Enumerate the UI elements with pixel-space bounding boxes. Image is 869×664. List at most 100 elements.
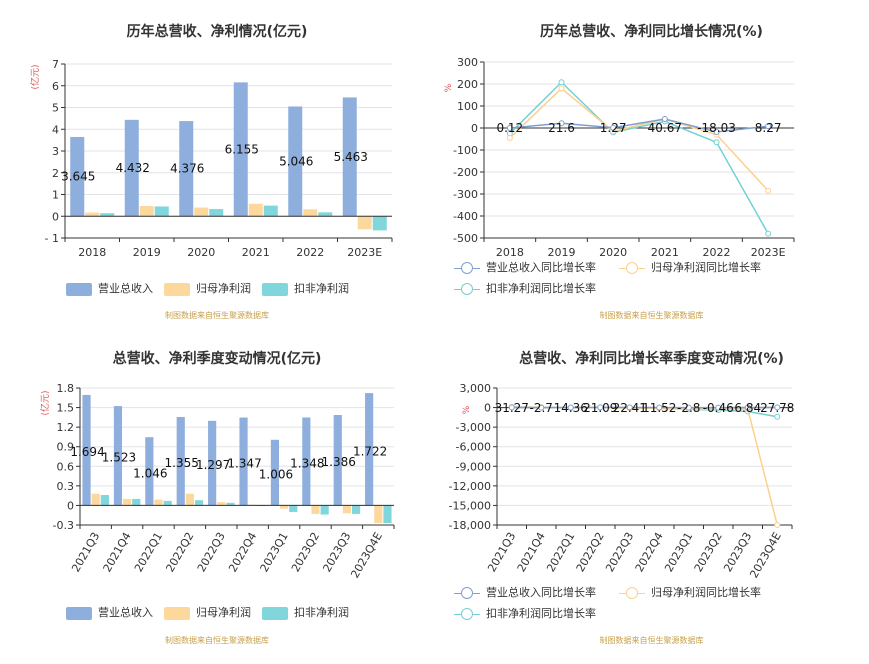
data-label: 11.52 <box>642 401 676 415</box>
x-tick-label: 2023E <box>347 246 382 259</box>
data-label: 1.386 <box>322 455 356 469</box>
bar <box>383 505 392 524</box>
x-tick-label: 2022Q3 <box>195 530 228 574</box>
legend-item-deducted-growth[interactable]: 扣非净利润同比增长率 <box>454 280 596 296</box>
data-point <box>774 522 781 528</box>
legend-item-net-growth[interactable]: 归母净利润同比增长率 <box>619 584 761 600</box>
chart-panel-quarterly-growth: 总营收、净利同比增长率季度变动情况(%) -18,000 -15,000 -12,0… <box>434 332 869 664</box>
x-tick-label: 2023Q2 <box>692 530 725 574</box>
data-label: 1.722 <box>353 444 387 458</box>
y-tick-label: 7 <box>52 58 59 71</box>
data-label: 0.12 <box>496 121 523 135</box>
bar <box>132 498 141 506</box>
data-point <box>715 404 722 411</box>
legend-label: 扣非净利润 <box>294 606 349 619</box>
y-tick-label: -3,000 <box>456 421 491 434</box>
series-line <box>509 87 769 192</box>
legend-label: 归母净利润同比增长率 <box>651 586 761 599</box>
legend-item-revenue-growth[interactable]: 营业总收入同比增长率 <box>454 584 596 600</box>
y-tick-label: 0.6 <box>57 460 75 473</box>
data-point <box>765 187 772 194</box>
data-label: 27.78 <box>760 401 794 415</box>
data-point <box>506 134 513 141</box>
legend-item-revenue[interactable]: 营业总收入 <box>66 604 153 620</box>
y-tick-label: -9,000 <box>456 460 491 473</box>
bar <box>302 417 311 506</box>
data-point <box>744 404 751 411</box>
legend-item-net-growth[interactable]: 归母净利润同比增长率 <box>619 259 761 275</box>
bar <box>85 212 100 217</box>
chart-panel-quarterly-revenue: 总营收、净利季度变动情况(亿元) -0.3 0 0.3 0.6 0.9 1.2 1.5 1.8… <box>0 332 434 664</box>
data-label: 22.41 <box>613 401 647 415</box>
x-tick-label: 2022Q2 <box>574 530 607 574</box>
data-point <box>538 404 545 411</box>
bar-chart-quarterly: -0.300.30.60.91.21.51.8(亿元)2021Q32021Q42… <box>39 382 395 580</box>
bar <box>100 213 115 217</box>
x-tick-label: 2019 <box>548 246 576 259</box>
data-label: 6.84 <box>734 401 761 415</box>
data-point <box>774 404 781 411</box>
bar <box>288 106 303 217</box>
x-tick-label: 2021Q4 <box>515 530 548 574</box>
legend-swatch <box>454 261 480 275</box>
legend-label: 营业总收入 <box>98 606 153 619</box>
legend-label: 营业总收入同比增长率 <box>486 261 596 274</box>
y-tick-label: -6,000 <box>456 441 491 454</box>
legend-label: 扣非净利润同比增长率 <box>486 607 596 620</box>
data-point <box>713 128 720 135</box>
bar <box>311 505 320 514</box>
x-tick-label: 2021 <box>651 246 679 259</box>
data-point <box>656 404 663 411</box>
legend-label: 营业总收入同比增长率 <box>486 586 596 599</box>
bar <box>263 205 278 217</box>
data-point <box>558 120 565 127</box>
y-tick-label: -200 <box>453 166 478 179</box>
bar <box>154 206 169 217</box>
legend-item-revenue[interactable]: 营业总收入 <box>66 280 153 296</box>
bar <box>123 498 132 506</box>
y-tick-label: 1.8 <box>57 382 75 395</box>
data-label: 21.09 <box>583 401 617 415</box>
x-tick-label: 2023Q3 <box>721 530 754 574</box>
y-tick-label: 0.9 <box>57 441 75 454</box>
data-label: 8.27 <box>755 121 782 135</box>
legend-swatch <box>454 586 480 600</box>
data-point <box>597 404 604 411</box>
data-label: 31.27 <box>495 401 529 415</box>
y-tick-label: 5 <box>52 102 59 115</box>
bar <box>185 493 194 506</box>
series-line <box>509 118 769 133</box>
y-tick-label: 6 <box>52 80 59 93</box>
x-tick-label: 2023Q1 <box>662 530 695 574</box>
y-tick-label: 100 <box>457 100 478 113</box>
y-tick-label: - 1 <box>45 232 59 245</box>
bar <box>145 437 154 506</box>
legend-item-deducted-profit[interactable]: 扣非净利润 <box>262 604 349 620</box>
legend-item-revenue-growth[interactable]: 营业总收入同比增长率 <box>454 259 596 275</box>
data-point <box>558 85 565 92</box>
source-note: 制图数据来自恒生聚源数据库 <box>599 636 704 645</box>
data-label: 3.645 <box>61 170 95 184</box>
legend-item-net-profit[interactable]: 归母净利润 <box>164 604 251 620</box>
y-tick-label: 300 <box>457 56 478 69</box>
bar <box>194 207 209 217</box>
bar <box>233 82 248 217</box>
legend-item-deducted-profit[interactable]: 扣非净利润 <box>262 280 349 296</box>
legend-item-net-profit[interactable]: 归母净利润 <box>164 280 251 296</box>
data-point <box>774 413 781 420</box>
data-label: -0.46 <box>703 401 734 415</box>
x-tick-label: 2022Q3 <box>603 530 636 574</box>
legend-label: 扣非净利润 <box>294 282 349 295</box>
bar <box>357 216 372 230</box>
data-label: -2.7 <box>530 401 553 415</box>
y-tick-label: 0.3 <box>57 480 75 493</box>
y-tick-label: 3 <box>52 145 59 158</box>
chart-panel-annual-revenue: 历年总营收、净利情况(亿元) - 1 0 1 2 3 4 5 6 7 (亿元) 2018 2019 20… <box>0 0 434 332</box>
line-chart-annual: -500 -400 -300 -200 -100 0 100 200 300% 2018 2019 2… <box>444 56 795 259</box>
data-point <box>661 116 668 123</box>
legend-swatch <box>262 282 288 296</box>
chart-title: 历年总营收、净利同比增长情况(%) <box>540 24 763 40</box>
bar <box>351 505 361 514</box>
bar <box>289 505 298 512</box>
legend-item-deducted-growth[interactable]: 扣非净利润同比增长率 <box>454 605 596 621</box>
